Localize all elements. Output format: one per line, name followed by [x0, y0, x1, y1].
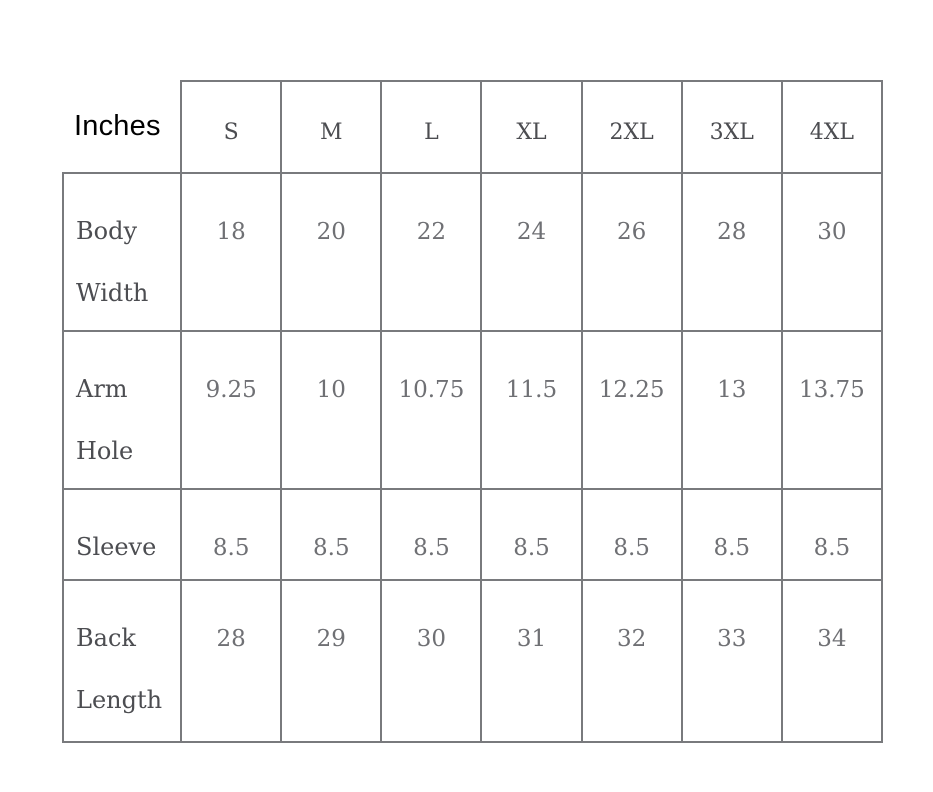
cell-body-width-4xl: 30 — [780, 172, 884, 332]
column-header-xl: XL — [480, 80, 583, 174]
row-label-arm-hole: Arm Hole — [61, 330, 183, 490]
table-row-back-length: Back Length 28 29 30 31 32 33 34 — [61, 579, 884, 743]
cell-back-length-2xl: 32 — [580, 579, 683, 743]
table-row-body-width: Body Width 18 20 22 24 26 28 30 — [61, 172, 884, 332]
cell-sleeve-4xl: 8.5 — [780, 488, 884, 581]
cell-body-width-3xl: 28 — [680, 172, 783, 332]
cell-sleeve-3xl: 8.5 — [680, 488, 783, 581]
cell-back-length-s: 28 — [180, 579, 283, 743]
row-label-back-length: Back Length — [61, 579, 183, 743]
column-header-l: L — [380, 80, 483, 174]
header-row: Inches S M L XL 2XL 3XL 4XL — [63, 80, 884, 174]
column-header-2xl: 2XL — [580, 80, 683, 174]
column-header-m: M — [280, 80, 383, 174]
cell-body-width-s: 18 — [180, 172, 283, 332]
cell-back-length-3xl: 33 — [680, 579, 783, 743]
cell-arm-hole-3xl: 13 — [680, 330, 783, 490]
cell-sleeve-s: 8.5 — [180, 488, 283, 581]
cell-back-length-4xl: 34 — [780, 579, 884, 743]
cell-arm-hole-xl: 11.5 — [480, 330, 583, 490]
column-header-s: S — [180, 80, 283, 174]
cell-sleeve-2xl: 8.5 — [580, 488, 683, 581]
column-header-3xl: 3XL — [680, 80, 783, 174]
cell-back-length-m: 29 — [280, 579, 383, 743]
unit-label: Inches — [63, 81, 183, 174]
cell-sleeve-xl: 8.5 — [480, 488, 583, 581]
cell-arm-hole-2xl: 12.25 — [580, 330, 683, 490]
cell-back-length-xl: 31 — [480, 579, 583, 743]
table-row-sleeve: Sleeve 8.5 8.5 8.5 8.5 8.5 8.5 8.5 — [61, 488, 884, 581]
size-chart-table: Inches S M L XL 2XL 3XL 4XL Body Width 1… — [61, 80, 884, 743]
cell-arm-hole-s: 9.25 — [180, 330, 283, 490]
cell-body-width-l: 22 — [380, 172, 483, 332]
size-chart: Inches S M L XL 2XL 3XL 4XL Body Width 1… — [61, 80, 884, 743]
cell-sleeve-m: 8.5 — [280, 488, 383, 581]
cell-body-width-2xl: 26 — [580, 172, 683, 332]
column-header-4xl: 4XL — [780, 80, 884, 174]
cell-arm-hole-m: 10 — [280, 330, 383, 490]
cell-body-width-xl: 24 — [480, 172, 583, 332]
cell-arm-hole-4xl: 13.75 — [780, 330, 884, 490]
cell-back-length-l: 30 — [380, 579, 483, 743]
row-label-body-width: Body Width — [61, 172, 183, 332]
cell-arm-hole-l: 10.75 — [380, 330, 483, 490]
cell-body-width-m: 20 — [280, 172, 383, 332]
row-label-sleeve: Sleeve — [61, 488, 183, 581]
table-row-arm-hole: Arm Hole 9.25 10 10.75 11.5 12.25 13 13.… — [61, 330, 884, 490]
cell-sleeve-l: 8.5 — [380, 488, 483, 581]
